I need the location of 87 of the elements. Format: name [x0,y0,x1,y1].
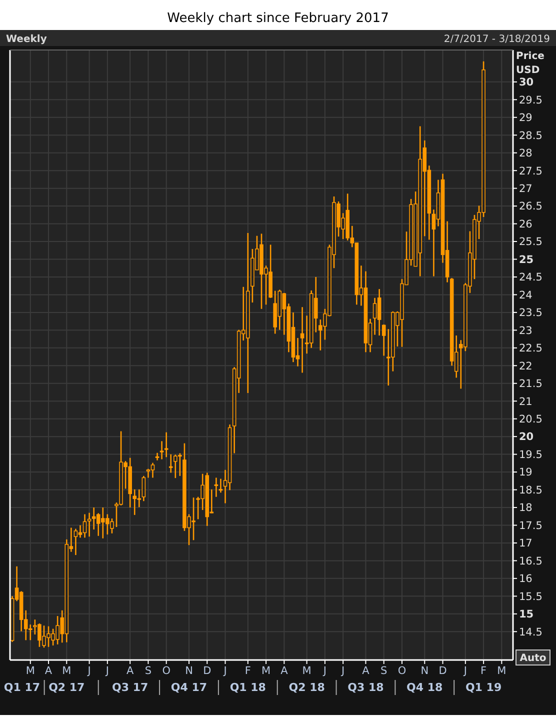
x-tick-label: A [280,665,289,677]
y-tick-label: 14.5 [519,626,542,638]
x-tick-label: S [144,665,152,677]
auto-button: Auto [516,650,550,666]
y-tick-label: 22.5 [519,342,542,355]
y-tick-label: 23.5 [519,307,542,320]
y-tick-label: 30 [519,76,534,89]
y-tick-label: 26 [519,218,533,230]
candlestick [372,297,377,336]
x-tick-label: O [398,665,406,677]
text: Q3 18 [348,681,384,694]
y-tick-label: 16 [519,573,533,586]
text: Q1 19 [465,681,502,694]
x-tick-label: D [438,665,447,677]
y-tick-label: 29 [519,112,532,124]
chart-title: Weekly chart since February 2017 [167,11,389,26]
x-tick-label: M [26,665,35,677]
y-tick-label: 18 [519,502,532,514]
y-tick-label: 23 [519,324,532,337]
candlestick [142,475,146,502]
x-tick-label: J [104,665,109,677]
y-tick-label: 24.5 [519,272,542,284]
y-tick-label: 19.5 [519,448,542,461]
x-tick-label: N [185,665,193,677]
x-tick-label: N [420,665,429,677]
candlestick [87,512,92,538]
y-tick-label: 28.5 [519,130,542,142]
text: Q4 18 [406,681,443,694]
candlestick [78,524,82,538]
y-tick-label: 28 [519,148,532,160]
y-tick-label: 29.5 [519,94,542,106]
x-tick-label: M [302,665,312,677]
chart-subtitle: Weekly [6,34,48,45]
y-tick-label: 15 [519,608,534,621]
x-tick-label: S [380,665,388,677]
x-tick-label: J [86,665,91,677]
candlestick [164,432,168,458]
y-tick-label: 21.5 [519,378,542,390]
text: Q2 18 [288,681,325,694]
candlestick [168,454,173,474]
y-tick-label: 26.5 [519,200,542,213]
candlestick [82,514,87,538]
x-tick-label: J [340,665,345,677]
y-tick-label: 21 [519,396,532,408]
x-tick-label: A [126,665,134,677]
y-tick-label: 20.5 [519,414,542,426]
y-tick-label: 16.5 [519,555,542,568]
candlestick [160,440,164,460]
y-tick-label: 19 [519,466,532,479]
x-tick-label: A [44,665,53,677]
y-tick-label: 17.5 [519,520,542,532]
candlestick [132,488,137,516]
y-tick-label: 25.5 [519,236,542,248]
x-tick-label: A [362,665,370,677]
y-tick-label: 24 [519,289,533,302]
text: Q2 17 [48,681,85,694]
x-tick-label: J [322,665,326,677]
candlestick [150,462,155,478]
candlestick [155,452,160,461]
text: Q4 17 [170,681,208,694]
text: Q1 17 [4,681,40,694]
x-tick-label: J [462,665,467,677]
text: Q1 18 [230,681,266,694]
text: 2/7/2017 - 3/18/2019 [444,34,550,45]
x-tick-label: F [480,665,487,677]
y-tick-label: 27 [519,182,532,195]
x-tick-label: M [262,665,271,677]
x-tick-label: M [62,665,72,677]
y-tick-label: 20 [519,431,534,444]
x-tick-label: O [162,665,170,677]
x-tick-label: J [222,665,227,677]
y-axis-title: Price USD [516,51,545,76]
candlestick [300,306,304,374]
candlestick [74,528,78,556]
y-tick-label: 15.5 [519,590,542,603]
x-tick-label: F [244,665,251,677]
y-tick-label: 27.5 [519,165,542,178]
x-tick-label: D [203,665,212,677]
candlestick [377,288,382,336]
y-tick-label: 18.5 [519,484,542,496]
x-tick-label: M [497,665,506,677]
text: Q3 17 [112,681,148,694]
candlestick [214,477,218,498]
candlestick [218,478,223,494]
y-tick-label: 17 [519,538,532,550]
y-tick-label: 25 [519,254,534,266]
y-tick-label: 22 [519,360,532,372]
